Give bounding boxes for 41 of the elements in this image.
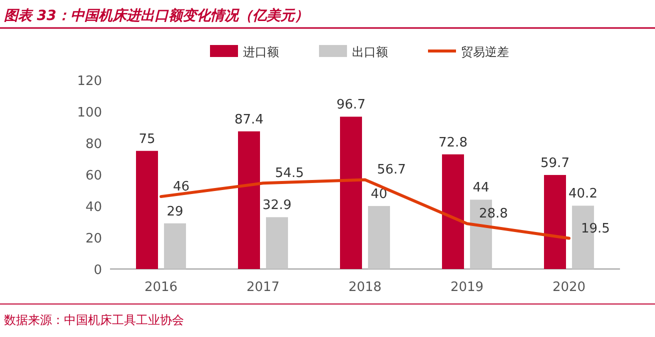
legend-label: 贸易逆差 [461,45,509,59]
bar [340,116,362,269]
bar [442,154,464,269]
legend-label: 进口额 [243,45,279,59]
y-tick-label: 60 [85,168,102,184]
y-tick-label: 20 [85,232,102,246]
chart-title: 图表 33：中国机床进出口额变化情况（亿美元） [4,7,308,24]
data-label: 59.7 [540,156,570,171]
data-label: 87.4 [234,112,264,128]
data-label: 56.7 [377,162,406,178]
data-label: 44 [472,180,490,196]
x-tick-label: 2018 [348,280,382,295]
y-tick-label: 120 [77,74,102,89]
data-label: 40.2 [568,186,598,202]
source-note: 数据来源：中国机床工具工业协会 [4,313,184,327]
bar [164,223,186,269]
data-label: 75 [138,132,156,147]
data-label: 19.5 [581,221,610,236]
bar [544,174,566,269]
x-tick-label: 2019 [450,280,484,295]
bar [266,217,288,269]
x-tick-label: 2016 [144,280,178,295]
data-label: 29 [166,204,184,220]
data-label: 46 [173,180,190,195]
data-label: 40 [370,187,388,202]
bar [238,131,260,269]
y-tick-label: 40 [85,200,102,215]
x-tick-label: 2020 [552,280,586,295]
bar [136,150,158,269]
x-tick-label: 2017 [246,280,280,295]
y-tick-label: 100 [77,106,102,120]
data-label: 32.9 [262,198,292,214]
legend-label: 出口额 [352,45,388,59]
bar [368,206,390,269]
y-tick-label: 0 [94,263,102,278]
data-label: 54.5 [275,166,304,182]
y-tick-label: 80 [85,137,102,152]
line-series [160,178,570,240]
data-label: 28.8 [479,206,508,222]
data-label: 72.8 [438,135,468,150]
data-label: 96.7 [336,98,366,113]
